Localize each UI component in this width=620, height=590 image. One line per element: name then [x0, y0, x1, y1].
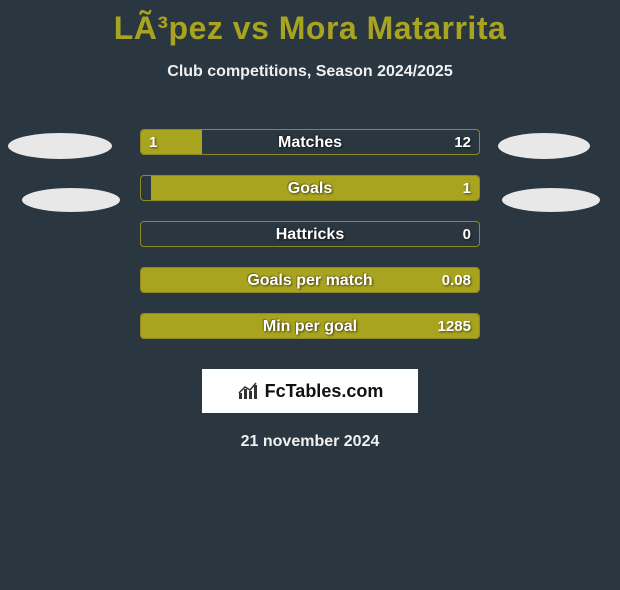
left-value: 1: [149, 130, 157, 155]
decorative-ellipse: [498, 133, 590, 159]
bar-track: Hattricks0: [140, 221, 480, 247]
bar-chart-icon: [237, 381, 261, 401]
bar-track: Min per goal1285: [140, 313, 480, 339]
right-value: 12: [454, 130, 471, 155]
bar-track: Goals per match0.08: [140, 267, 480, 293]
bar-track: Goals1: [140, 175, 480, 201]
source-logo-box: FcTables.com: [202, 369, 418, 413]
footer-date: 21 november 2024: [0, 433, 620, 451]
bar-right-fill: [141, 268, 479, 292]
page-subtitle: Club competitions, Season 2024/2025: [0, 63, 620, 81]
right-value: 1: [463, 176, 471, 201]
stat-row: Goals per match0.08: [0, 257, 620, 303]
bar-right-fill: [141, 314, 479, 338]
stat-row: Min per goal1285: [0, 303, 620, 349]
bar-right-fill: [151, 176, 479, 200]
page-title: LÃ³pez vs Mora Matarrita: [0, 10, 620, 47]
decorative-ellipse: [22, 188, 120, 212]
stat-row: Hattricks0: [0, 211, 620, 257]
decorative-ellipse: [502, 188, 600, 212]
right-value: 0: [463, 222, 471, 247]
stat-label: Hattricks: [141, 222, 479, 247]
bar-track: Matches112: [140, 129, 480, 155]
source-logo-text: FcTables.com: [265, 381, 384, 402]
decorative-ellipse: [8, 133, 112, 159]
right-value: 0.08: [442, 268, 471, 293]
right-value: 1285: [438, 314, 471, 339]
